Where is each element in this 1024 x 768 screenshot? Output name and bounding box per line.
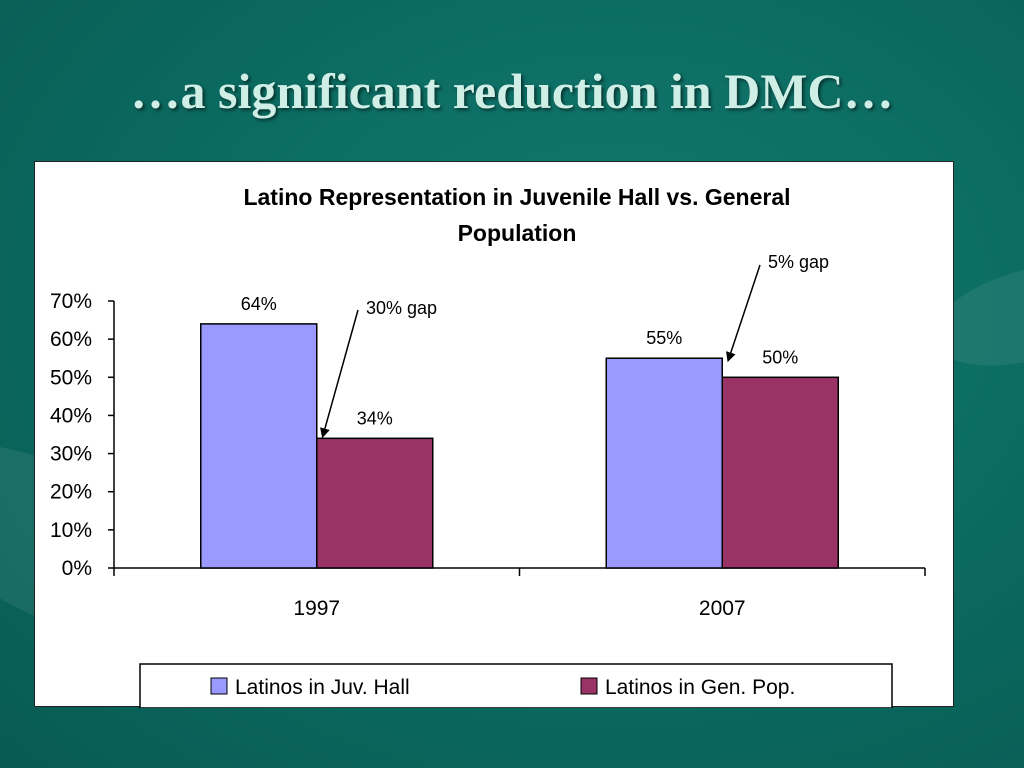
gap-arrow [320, 309, 359, 439]
y-tick-label: 50% [50, 366, 92, 389]
y-tick-label: 10% [50, 519, 92, 542]
legend-label-gen-pop: Latinos in Gen. Pop. [605, 676, 795, 699]
bar-gen-pop-2007 [721, 376, 839, 569]
y-tick-label: 0% [62, 557, 92, 580]
data-label: 34% [357, 408, 393, 428]
slide-title: …a significant reduction in DMC… [130, 63, 894, 119]
gap-annotation-label: 5% gap [768, 252, 829, 272]
chart-title-line-1: Latino Representation in Juvenile Hall v… [243, 184, 790, 210]
x-category-label: 1997 [293, 597, 340, 620]
legend-label-juv-hall: Latinos in Juv. Hall [235, 676, 410, 699]
y-tick-label: 20% [50, 481, 92, 504]
bar-chart: Latino Representation in Juvenile Hall v… [50, 184, 926, 708]
y-tick-label: 70% [50, 290, 92, 313]
gap-arrow [726, 264, 761, 363]
y-tick-label: 60% [50, 328, 92, 351]
bar-juv-hall-1997 [200, 323, 318, 569]
bar-juv-hall-2007 [605, 357, 723, 569]
gap-annotation-label: 30% gap [366, 298, 437, 318]
y-tick-label: 40% [50, 404, 92, 427]
bar-gen-pop-1997 [316, 437, 434, 569]
legend-swatch-juv-hall [210, 677, 228, 695]
chart-container: Latino Representation in Juvenile Hall v… [34, 161, 954, 708]
y-tick-label: 30% [50, 443, 92, 466]
legend-box [139, 663, 893, 708]
chart-title-line-2: Population [458, 220, 577, 246]
x-category-label: 2007 [699, 597, 746, 620]
legend-swatch-gen-pop [580, 677, 598, 695]
data-label: 64% [241, 294, 277, 314]
data-label: 55% [646, 328, 682, 348]
data-label: 50% [762, 347, 798, 367]
